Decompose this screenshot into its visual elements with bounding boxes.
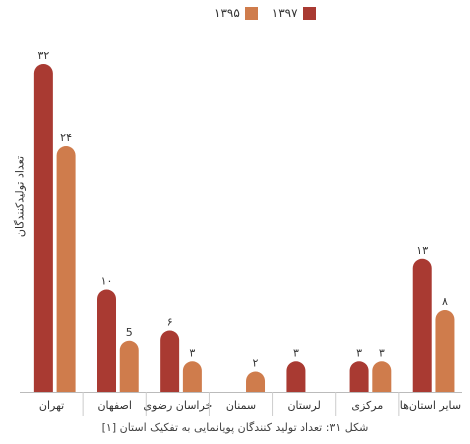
legend-swatch-1397 [302,6,316,20]
category-label: اصفهان [97,399,131,412]
data-label: ۶ [167,316,173,329]
category-label: سایر استان‌ها [400,399,461,412]
legend-label-1395: ۱۳۹۵ [214,6,240,20]
data-label: ۲۴ [60,131,72,144]
bar-1397-4 [286,361,306,392]
data-label: ۳ [189,346,195,359]
bar-1395-3 [246,371,266,392]
category-label: خراسان رضوی [143,399,212,412]
bar-1397-1 [97,289,117,392]
bar-1395-6 [435,310,455,392]
bar-1395-2 [182,361,202,392]
legend-swatch-1395 [244,6,258,20]
data-label: ۳ [293,346,299,359]
legend-label-1397: ۱۳۹۷ [271,6,298,20]
chart-caption: شکل ۳۱: تعداد تولید کنندگان پویانمایی به… [101,421,369,434]
bar-1397-6 [412,258,432,392]
category-label: لرستان [287,399,320,412]
bar-1395-0 [56,146,76,392]
legend-item-1397: ۱۳۹۷ [272,6,316,20]
bar-1397-0 [33,64,53,392]
bar-1397-2 [160,330,180,392]
category-label: تهران [39,399,64,412]
category-label: سمنان [226,399,256,412]
data-label: 5 [126,326,133,339]
data-label: ۲ [253,357,259,370]
legend-item-1395: ۱۳۹۵ [214,6,258,20]
data-label: ۱۰ [101,275,113,288]
data-label: ۱۳ [416,244,428,257]
legend: ۱۳۹۷ ۱۳۹۵ [200,6,316,20]
data-label: ۳ [379,346,385,359]
category-label: مرکزی [351,399,383,412]
data-label: ۳۲ [37,49,49,62]
data-label: ۳ [356,346,362,359]
bar-1397-5 [349,361,369,392]
data-label: ۸ [442,295,448,308]
bar-1395-5 [372,361,392,392]
bar-1395-1 [119,340,139,392]
